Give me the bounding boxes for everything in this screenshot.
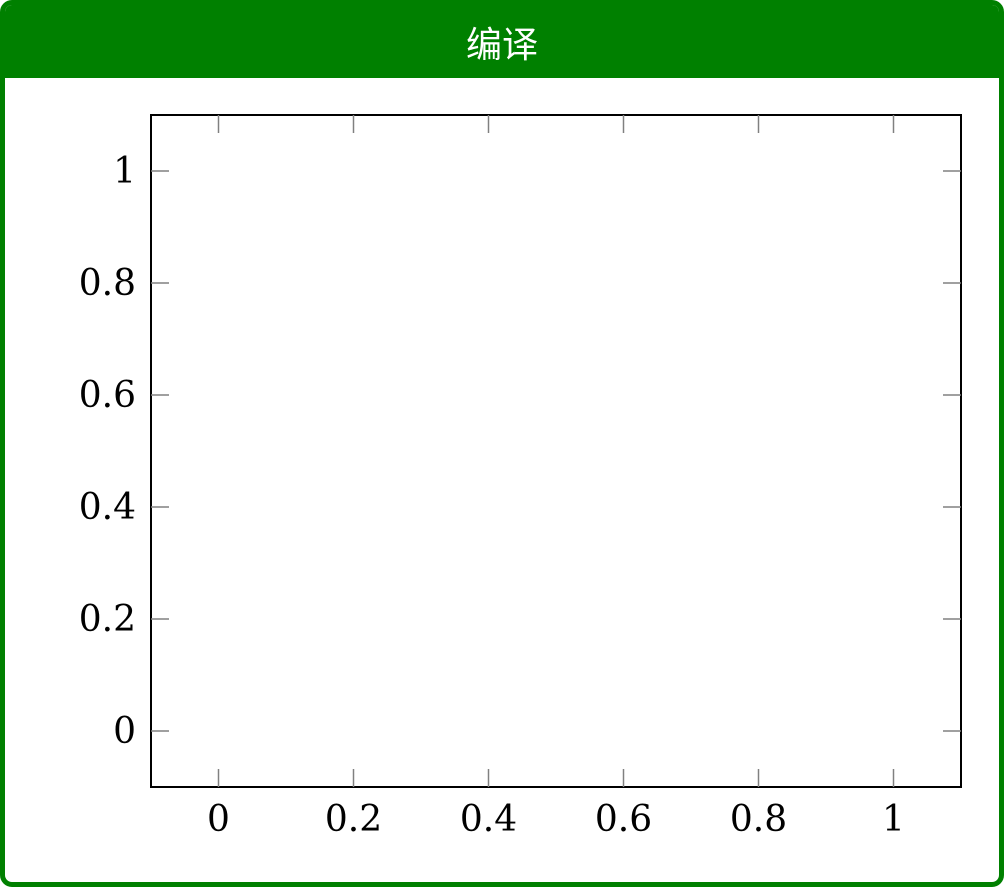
x-tick-label: 1 xyxy=(882,799,905,840)
y-tick-label: 0.6 xyxy=(79,375,136,416)
y-tick-label: 0 xyxy=(113,711,136,752)
y-tick-label: 1 xyxy=(113,151,136,192)
y-tick-label: 0.8 xyxy=(79,263,136,304)
y-tick-label: 0.4 xyxy=(79,487,136,528)
x-tick-label: 0.6 xyxy=(595,799,652,840)
x-tick-label: 0.4 xyxy=(460,799,517,840)
compile-header[interactable]: 编译 xyxy=(5,5,999,78)
x-tick-label: 0.8 xyxy=(730,799,787,840)
plot-area-frame xyxy=(150,114,962,788)
x-tick-label: 0 xyxy=(207,799,230,840)
x-tick-label: 0.2 xyxy=(325,799,382,840)
axis-tick-labels: 0 0.2 0.4 0.6 0.8 1 0 0.2 0.4 0.6 0.8 1 xyxy=(79,151,905,840)
y-tick-label: 0.2 xyxy=(79,599,136,640)
axis-ticks xyxy=(151,115,961,787)
